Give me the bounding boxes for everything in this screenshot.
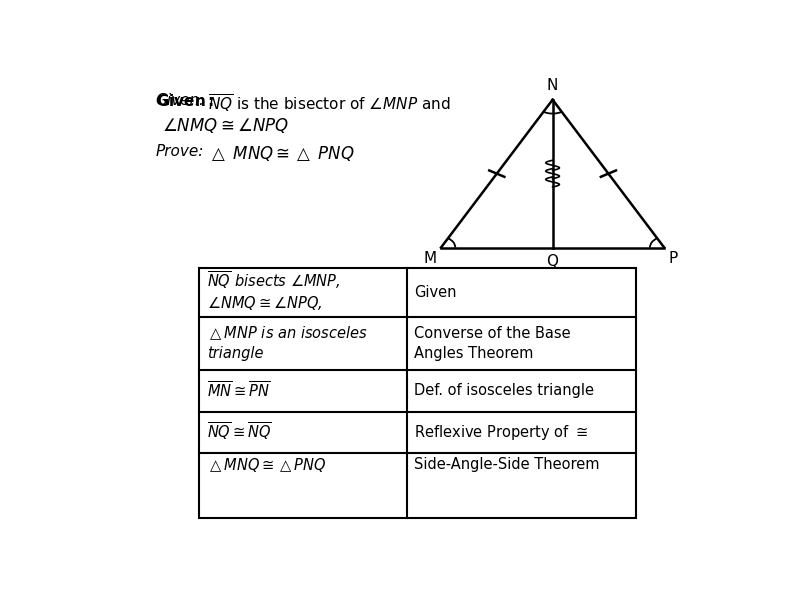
Text: $\angle NMQ \cong \angle NPQ$,: $\angle NMQ \cong \angle NPQ$, (206, 294, 322, 312)
Text: Prove:: Prove: (156, 143, 204, 158)
Text: $\triangle\ MNQ \cong \triangle\ PNQ$: $\triangle\ MNQ \cong \triangle\ PNQ$ (209, 143, 355, 163)
Text: $\triangle MNP$ is an isosceles: $\triangle MNP$ is an isosceles (206, 325, 367, 342)
Text: $\triangle MNQ \cong \triangle PNQ$: $\triangle MNQ \cong \triangle PNQ$ (206, 456, 326, 474)
Text: Side-Angle-Side Theorem: Side-Angle-Side Theorem (414, 457, 600, 472)
Text: $\angle NMQ \cong \angle NPQ$: $\angle NMQ \cong \angle NPQ$ (162, 116, 289, 135)
Text: $\overline{MN} \cong \overline{PN}$: $\overline{MN} \cong \overline{PN}$ (206, 380, 270, 401)
Text: M: M (423, 251, 436, 266)
Text: $\overline{NQ} \cong \overline{NQ}$: $\overline{NQ} \cong \overline{NQ}$ (206, 421, 271, 443)
Text: $\overline{NQ}$ bisects $\angle MNP$,: $\overline{NQ}$ bisects $\angle MNP$, (206, 270, 340, 292)
Text: N: N (547, 78, 558, 93)
Text: P: P (669, 251, 678, 266)
Text: Angles Theorem: Angles Theorem (414, 346, 534, 361)
Text: triangle: triangle (206, 346, 263, 361)
Text: $\bf{G}$$\bf{i}$$\bf{v}$$\bf{e}$$\bf{n}$$\bf{:}$: $\bf{G}$$\bf{i}$$\bf{v}$$\bf{e}$$\bf{n}$… (156, 93, 214, 109)
Text: Given: Given (414, 285, 457, 300)
Text: Given:: Given: (156, 93, 205, 108)
Text: Def. of isosceles triangle: Def. of isosceles triangle (414, 383, 594, 398)
Text: Q: Q (546, 254, 558, 269)
Bar (199, 268, 636, 518)
Text: Converse of the Base: Converse of the Base (414, 326, 571, 341)
Text: Reflexive Property of $\cong$: Reflexive Property of $\cong$ (414, 423, 588, 442)
Text: $\overline{NQ}$ is the bisector of $\angle MNP$ and: $\overline{NQ}$ is the bisector of $\ang… (209, 93, 451, 115)
